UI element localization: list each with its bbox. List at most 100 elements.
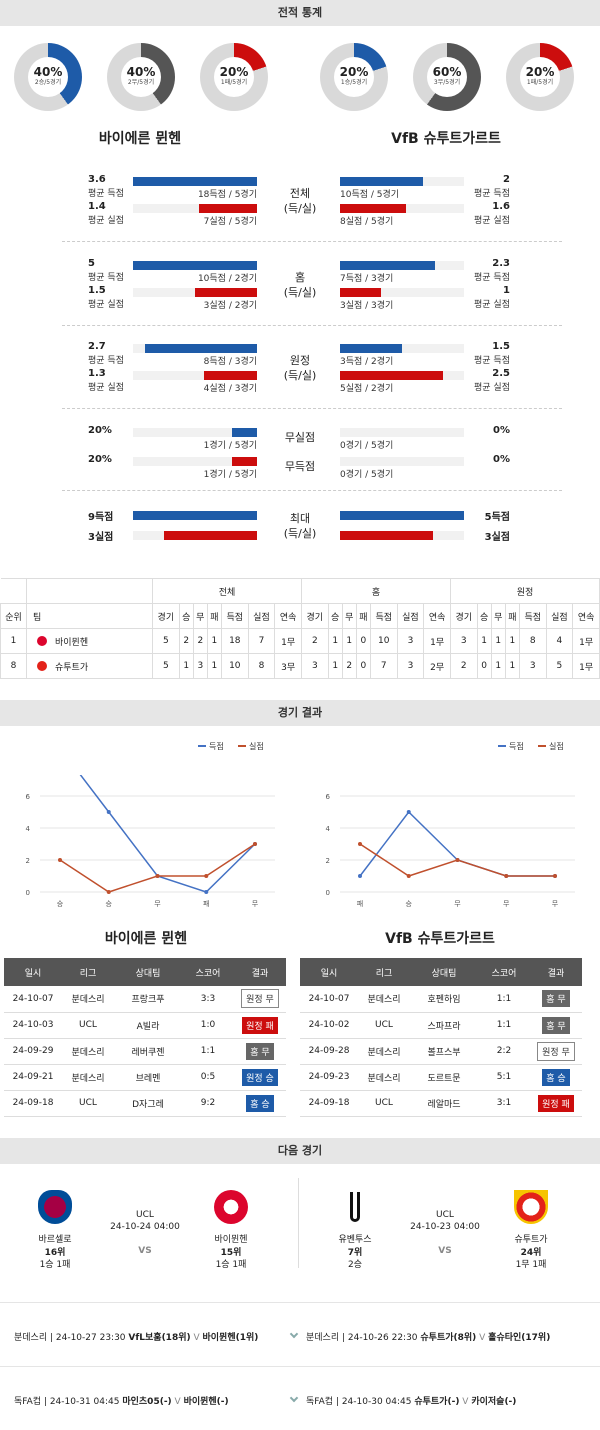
header-cell: 무: [341, 603, 357, 629]
result-opponent: 도르트문: [410, 1064, 478, 1091]
x-tick-label: 무: [154, 900, 161, 908]
left-results-chart: 0 2 4 6 승 승 무 패 무 득점 실점: [26, 741, 275, 908]
bar-fill: [340, 344, 402, 353]
dashed-separator: [62, 408, 562, 409]
legend-label: 실점: [249, 741, 264, 751]
upcoming-league: 독FA컵 | 24-10-31 04:45: [14, 1397, 123, 1407]
standings-header-row: 순위 팀 경기 승 무 패 득점 실점 연속 경기 승 무 패 득점 실점 연속 경기 승 무 패 득점 실점 연속: [0, 603, 600, 629]
result-cell: 홈 승: [234, 1090, 286, 1117]
upcoming-vs: V: [190, 1333, 203, 1343]
result-badge: 홈 승: [246, 1094, 274, 1112]
bar-fill: [232, 457, 257, 466]
x-tick-label: 무: [552, 900, 559, 908]
center-label: 최대: [289, 512, 311, 525]
stat-group-center: 최대 (득/실): [270, 511, 330, 541]
stat-detail: 0경기 / 5경기: [340, 470, 394, 480]
stat-value: 2: [503, 174, 510, 185]
stat-detail: 1경기 / 5경기: [203, 470, 257, 480]
x-tick-label: 무: [252, 900, 259, 908]
results-header-row: 일시 리그 상대팀 스코어 결과: [300, 958, 582, 986]
left-team-name-results: 바이에른 뮌헨: [104, 931, 188, 947]
donut-chart: 20% 1승/5경기: [320, 43, 388, 111]
donut-center: 20% 1패/5경기: [520, 57, 560, 97]
upcoming-away: 바이뮌헨(-): [183, 1397, 229, 1407]
barcelona-logo-icon: [38, 1190, 72, 1224]
stat-cell: 1: [476, 628, 492, 654]
result-league: UCL: [358, 1090, 410, 1117]
home-team-name: 유벤투스: [338, 1235, 372, 1245]
series-point: [106, 810, 111, 814]
results-row: 24-09-18 UCL D자그레 9:2 홈 승: [4, 1090, 286, 1117]
result-badge: 원정 패: [538, 1094, 574, 1112]
result-opponent: A빌라: [114, 1012, 182, 1039]
result-date: 24-10-02: [300, 1012, 358, 1039]
stat-group-center: 홈 (득/실): [270, 270, 330, 300]
upcoming-left: 분데스리 | 24-10-27 23:30 VfL보훔(18위) V 바이뮌헨(…: [14, 1330, 258, 1343]
stat-cell: 1: [178, 653, 194, 679]
stat-detail: 5실점 / 2경기: [340, 384, 394, 394]
results-row: 24-09-18 UCL 레알마드 3:1 원정 패: [300, 1090, 582, 1117]
rank-cell: 8: [0, 653, 27, 679]
results-row: 24-10-03 UCL A빌라 1:0 원정 패: [4, 1012, 286, 1039]
results-header: 결과: [530, 958, 582, 986]
stat-cell: 3: [192, 653, 208, 679]
header-cell: 연속: [423, 603, 451, 629]
stat-value: 20%: [88, 425, 112, 436]
stat-label: 평균 실점: [88, 300, 124, 310]
donut-sub: 3무/5경기: [433, 79, 461, 86]
match-datetime: 24-10-24 04:00: [110, 1222, 180, 1232]
stat-cell: 1: [490, 628, 506, 654]
stat-cell: 1무: [274, 628, 302, 654]
standings-group: 원정: [449, 578, 600, 604]
standings-group: 전체: [152, 578, 302, 604]
stat-group-center: 원정 (득/실): [270, 353, 330, 383]
stat-cell: 1: [504, 653, 520, 679]
bar-fill: [340, 204, 406, 213]
match-league: UCL: [136, 1210, 154, 1220]
bar-fill: [145, 344, 257, 353]
result-badge: 홈 무: [542, 990, 570, 1008]
series-point: [358, 842, 362, 846]
stat-value: 9득점: [88, 512, 114, 523]
results-row: 24-10-07 분데스리 프랑크푸 3:3 원정 무: [4, 986, 286, 1013]
upcoming-vs: V: [459, 1397, 472, 1407]
result-opponent: D자그레: [114, 1090, 182, 1117]
stat-value: 1.6: [492, 201, 510, 212]
result-date: 24-09-18: [300, 1090, 358, 1117]
x-tick-label: 패: [357, 899, 363, 908]
donut-center: 20% 1승/5경기: [334, 57, 374, 97]
results-header: 일시: [4, 958, 62, 986]
stat-detail: 10득점 / 2경기: [197, 274, 257, 284]
dashed-separator: [62, 241, 562, 242]
right-team-name: VfB 슈투트가르트: [391, 131, 501, 147]
x-tick-label: 무: [503, 900, 510, 908]
bar-fill: [199, 204, 257, 213]
header-cell: 연속: [274, 603, 302, 629]
stat-detail: 8실점 / 5경기: [340, 217, 394, 227]
results-header: 스코어: [182, 958, 234, 986]
stat-label: 평균 득점: [88, 356, 124, 366]
results-row: 24-10-07 분데스리 호펜하임 1:1 홈 무: [300, 986, 582, 1013]
header-cell: 패: [504, 603, 520, 629]
stat-center: 무득점: [284, 460, 316, 473]
center-label: 원정: [289, 354, 311, 367]
standings-table: 전체 홈 원정 순위 팀 경기 승 무 패 득점 실점 연속 경기 승 무 패 득점 실점 연속 경기 승 무 패 득점 실점 연…: [0, 578, 600, 679]
result-date: 24-09-28: [300, 1038, 358, 1065]
series-line-득점: [359, 810, 555, 877]
donut-center: 20% 1패/5경기: [214, 57, 254, 97]
right-team-name-results: VfB 슈투트가르트: [385, 931, 495, 947]
results-header-row: 일시 리그 상대팀 스코어 결과: [4, 958, 286, 986]
results-row: 24-09-28 분데스리 볼프스부 2:2 원정 무: [300, 1038, 582, 1065]
stat-cell: 2: [449, 653, 478, 679]
standings-group: 홈: [300, 578, 451, 604]
stat-cell: 10: [220, 653, 249, 679]
bar-track: [133, 428, 257, 437]
result-cell: 원정 무: [530, 1038, 582, 1065]
bar-fill: [340, 371, 443, 380]
result-date: 24-09-21: [4, 1064, 62, 1091]
stat-cell: 3: [396, 653, 425, 679]
stats-section-header: 전적 통계: [0, 0, 600, 26]
results-header: 리그: [358, 958, 410, 986]
empty-cell: [26, 578, 153, 604]
stat-cell: 5: [152, 628, 180, 654]
